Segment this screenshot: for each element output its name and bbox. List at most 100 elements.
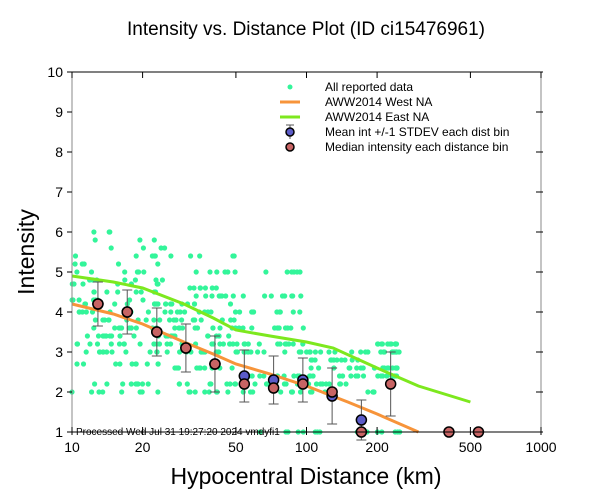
data-point (96, 389, 102, 395)
data-point (262, 293, 268, 299)
data-point (385, 365, 391, 371)
data-point (132, 277, 138, 283)
data-point (205, 333, 211, 339)
data-point (176, 381, 182, 387)
median-marker (209, 358, 221, 370)
data-point (121, 341, 127, 347)
data-point (338, 357, 344, 363)
data-point (219, 293, 225, 299)
data-point (188, 253, 194, 259)
data-point (278, 389, 284, 395)
x-axis-label: Hypocentral Distance (km) (171, 463, 442, 489)
data-point (71, 281, 77, 287)
data-point (234, 349, 240, 355)
median-marker (238, 378, 251, 390)
data-point (162, 309, 168, 315)
data-point (268, 293, 274, 299)
data-point (289, 389, 295, 395)
data-point (226, 333, 232, 339)
data-point (164, 349, 170, 355)
data-point (276, 325, 282, 331)
legend-dot-icon (287, 84, 293, 90)
data-point (139, 381, 146, 387)
data-point (72, 253, 79, 259)
data-point (365, 349, 371, 355)
processed-annotation: Processed Wed Jul 31 19:27:20 2024 vmdyf… (76, 427, 280, 438)
median-marker (384, 378, 397, 390)
data-point (213, 285, 219, 291)
data-point (89, 389, 95, 395)
y-tick-label: 1 (55, 424, 63, 440)
data-point (129, 361, 135, 367)
data-point (133, 253, 139, 259)
data-point (261, 373, 267, 379)
data-point (228, 317, 234, 323)
data-point (358, 349, 364, 355)
data-point (191, 301, 198, 307)
data-point (155, 281, 161, 287)
data-point (174, 365, 180, 371)
data-point (127, 297, 133, 303)
data-point (289, 269, 295, 275)
data-point (193, 269, 199, 275)
data-point (192, 389, 198, 395)
data-point (163, 301, 169, 307)
data-point (337, 381, 344, 387)
data-point (318, 349, 324, 355)
data-point (84, 333, 90, 339)
data-point (202, 389, 208, 395)
data-point (179, 317, 185, 323)
data-point (297, 389, 304, 395)
data-point (113, 361, 119, 367)
data-point (250, 389, 256, 395)
west-na-curve (71, 302, 419, 434)
data-point (168, 253, 174, 259)
data-point (285, 325, 291, 331)
bin-markers (92, 298, 485, 438)
median-marker (267, 382, 280, 394)
data-point (249, 325, 255, 331)
data-point (115, 289, 121, 295)
data-point (117, 361, 123, 367)
data-point (122, 269, 128, 275)
data-point (365, 389, 371, 395)
data-point (378, 341, 385, 347)
data-point (284, 269, 290, 275)
data-point (198, 317, 204, 323)
median-marker (121, 306, 133, 318)
data-point (328, 357, 334, 363)
data-point (92, 381, 98, 387)
legend-marker-icon (285, 142, 295, 152)
data-point (164, 341, 170, 347)
east-na-curve (71, 274, 471, 404)
data-point (279, 293, 286, 299)
data-point (252, 381, 258, 387)
data-point (230, 293, 236, 299)
data-point (174, 309, 180, 315)
data-point (209, 285, 215, 291)
data-point (159, 277, 165, 283)
data-point (192, 317, 198, 323)
data-point (91, 229, 97, 235)
data-point (277, 309, 283, 315)
data-point (231, 253, 237, 259)
data-point (136, 269, 142, 275)
data-point (343, 381, 349, 387)
data-point (393, 349, 399, 355)
data-point (263, 269, 269, 275)
data-point (147, 349, 153, 355)
data-point (290, 293, 296, 299)
data-point (381, 349, 388, 355)
data-point (100, 333, 106, 339)
data-point (87, 341, 93, 347)
axes: 10 20 50 100 200 500 1000 1 2 3 4 5 6 7 8 9 10 (47, 64, 556, 455)
data-point (255, 349, 261, 355)
data-point (151, 237, 157, 243)
data-point (261, 349, 267, 355)
y-tick-label: 4 (55, 304, 63, 320)
data-point (222, 269, 228, 275)
y-tick-label: 10 (47, 64, 63, 80)
median-marker (297, 378, 309, 390)
data-point (143, 317, 149, 323)
data-point (319, 381, 326, 387)
